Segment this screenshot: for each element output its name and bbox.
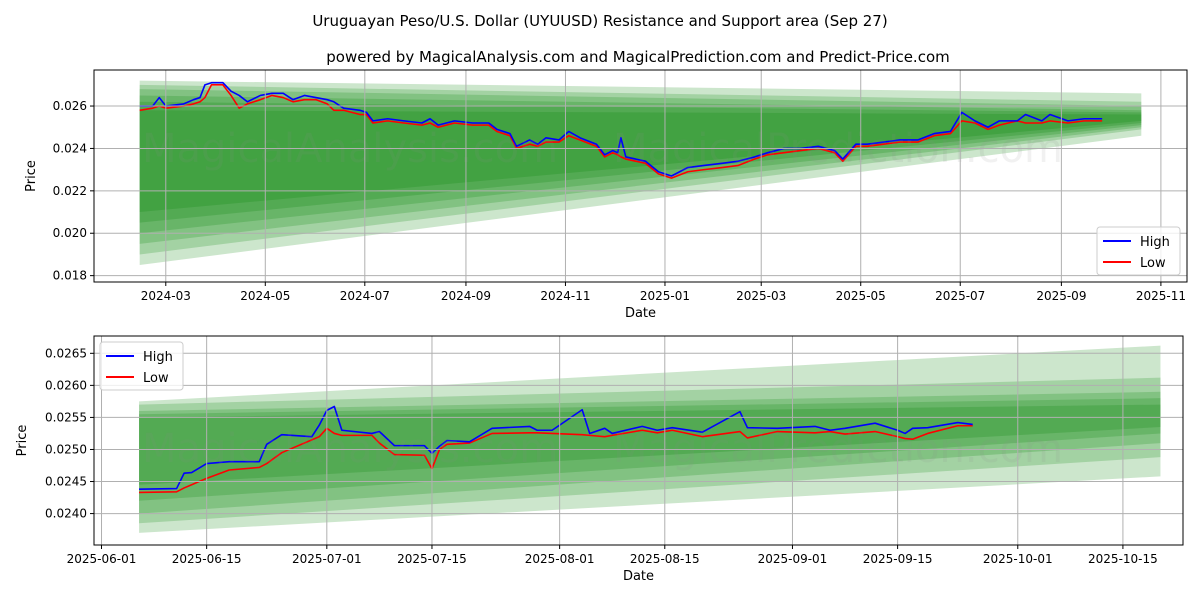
x-tick-label: 2025-08-15 — [630, 552, 700, 566]
legend-label-high: High — [1140, 235, 1170, 250]
y-axis-label: Price — [24, 160, 39, 192]
x-tick-label: 2025-05 — [836, 289, 886, 303]
x-tick-label: 2025-03 — [736, 289, 786, 303]
series-line-low — [139, 84, 1103, 179]
y-tick-label: 0.0250 — [45, 442, 87, 456]
x-axis-label: Date — [623, 569, 654, 584]
support-resistance-band — [139, 404, 1161, 485]
y-tick-label: 0.0255 — [45, 410, 87, 424]
x-axis-label: Date — [625, 306, 656, 321]
y-tick-label: 0.0240 — [45, 507, 87, 521]
chart-subtitle: powered by MagicalAnalysis.com and Magic… — [326, 48, 950, 66]
y-tick-label: 0.020 — [53, 226, 87, 240]
y-tick-label: 0.0245 — [45, 475, 87, 489]
top-chart: MagicalAnalysis.com MagicalPrediction.com… — [24, 69, 1188, 321]
x-tick-label: 2025-08-01 — [525, 552, 595, 566]
x-tick-label: 2024-03 — [141, 289, 191, 303]
support-resistance-band — [139, 110, 1142, 213]
plot-area — [139, 80, 1142, 266]
support-resistance-band — [139, 95, 1142, 234]
plot-area — [139, 345, 1161, 533]
watermark: MagicalAnalysis.com — [142, 126, 558, 172]
x-tick-label: 2025-06-01 — [67, 552, 137, 566]
y-tick-label: 0.022 — [53, 184, 87, 198]
x-tick-label: 2024-07 — [340, 289, 390, 303]
legend-label-low: Low — [143, 371, 169, 386]
x-tick-label: 2025-07 — [935, 289, 985, 303]
support-resistance-band — [139, 377, 1161, 524]
legend-label-high: High — [143, 350, 173, 365]
legend-label-low: Low — [1140, 256, 1166, 271]
legend: High Low — [99, 341, 184, 391]
support-resistance-band — [139, 89, 1142, 244]
series-line-high — [139, 405, 973, 491]
y-tick-label: 0.024 — [53, 141, 87, 155]
support-resistance-band — [139, 84, 1142, 255]
x-tick-label: 2025-09-01 — [758, 552, 828, 566]
bottom-chart: MagicalAnalysis.com MagicalPrediction.com… — [15, 335, 1184, 584]
y-tick-label: 0.0265 — [45, 346, 87, 360]
watermark: MagicalPrediction.com — [613, 126, 1063, 172]
series-line-high — [139, 81, 1103, 177]
legend: High Low — [1096, 226, 1181, 276]
axes-frame — [93, 69, 1188, 283]
x-tick-label: 2025-09 — [1036, 289, 1086, 303]
x-tick-label: 2024-11 — [540, 289, 590, 303]
chart-title: Uruguayan Peso/U.S. Dollar (UYUUSD) Resi… — [312, 12, 887, 30]
y-tick-label: 0.0260 — [45, 378, 87, 392]
support-resistance-band — [139, 345, 1161, 533]
x-tick-label: 2025-07-01 — [292, 552, 362, 566]
x-tick-label: 2025-11 — [1136, 289, 1186, 303]
x-tick-label: 2025-10-15 — [1088, 552, 1158, 566]
support-resistance-band — [139, 80, 1142, 266]
x-tick-label: 2025-09-15 — [863, 552, 933, 566]
y-tick-label: 0.026 — [53, 99, 87, 113]
x-tick-label: 2025-07-15 — [397, 552, 467, 566]
series-line-low — [139, 424, 973, 494]
x-tick-label: 2024-09 — [441, 289, 491, 303]
y-axis-label: Price — [15, 425, 30, 457]
axes-frame — [93, 335, 1184, 546]
y-tick-label: 0.018 — [53, 269, 87, 283]
x-tick-label: 2025-01 — [640, 289, 690, 303]
x-tick-label: 2024-05 — [240, 289, 290, 303]
x-tick-label: 2025-06-15 — [172, 552, 242, 566]
x-tick-label: 2025-10-01 — [983, 552, 1053, 566]
support-resistance-band — [139, 391, 1161, 514]
